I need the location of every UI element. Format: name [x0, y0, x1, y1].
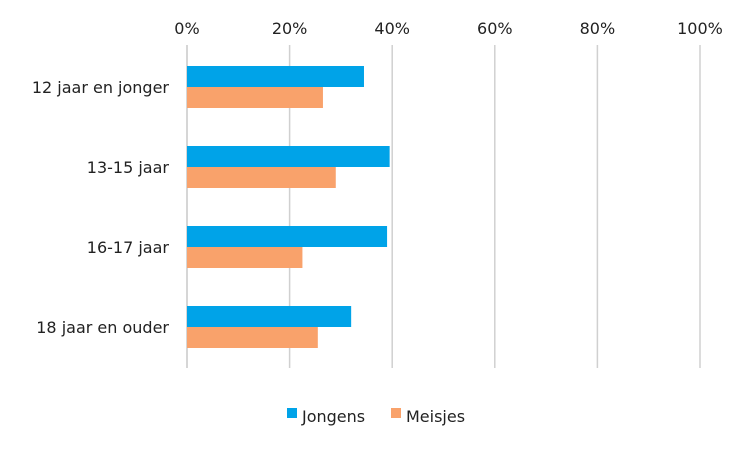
legend-label-meisjes: Meisjes	[406, 407, 465, 426]
bar-meisjes	[187, 87, 323, 108]
category-label: 16-17 jaar	[87, 238, 170, 257]
bar-jongens	[187, 226, 388, 247]
category-labels: 12 jaar en jonger 13-15 jaar 16-17 jaar 18 …	[32, 78, 170, 337]
legend: Jongens Meisjes	[287, 407, 465, 426]
category-label: 18 jaar en ouder	[36, 318, 169, 337]
legend-swatch-meisjes	[391, 408, 401, 418]
bar-meisjes	[187, 327, 318, 348]
x-tick-label: 0%	[174, 19, 199, 38]
legend-label-jongens: Jongens	[301, 407, 365, 426]
category-label: 13-15 jaar	[87, 158, 170, 177]
x-tick-label: 100%	[677, 19, 723, 38]
category-label: 12 jaar en jonger	[32, 78, 170, 97]
bar-meisjes	[187, 247, 303, 268]
bars	[187, 66, 390, 348]
x-tick-label: 20%	[272, 19, 308, 38]
x-tick-label: 60%	[477, 19, 513, 38]
bar-jongens	[187, 66, 364, 87]
bar-meisjes	[187, 167, 336, 188]
x-tick-label: 40%	[374, 19, 410, 38]
legend-swatch-jongens	[287, 408, 297, 418]
bar-jongens	[187, 146, 390, 167]
x-tick-labels: 0% 20% 40% 60% 80% 100%	[174, 19, 723, 38]
x-tick-label: 80%	[580, 19, 616, 38]
bar-jongens	[187, 306, 352, 327]
